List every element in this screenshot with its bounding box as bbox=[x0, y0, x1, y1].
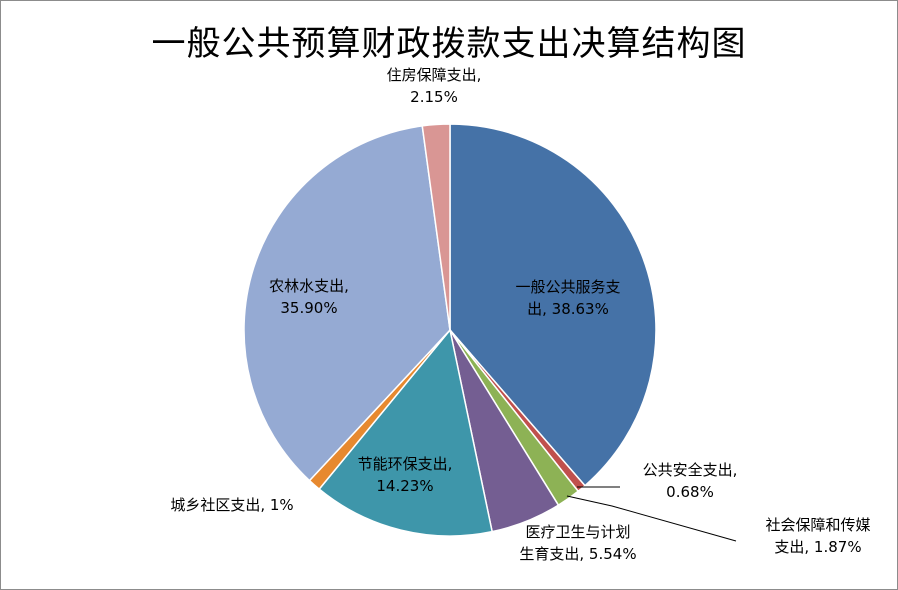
pie-slice-5 bbox=[318, 328, 494, 537]
data-label-3: 社会保障和传媒支出, 1.87% bbox=[765, 516, 870, 556]
data-label-5-line-1: 节能环保支出, bbox=[358, 455, 453, 473]
pie-slice-8 bbox=[421, 123, 451, 331]
data-label-2-line-2: 0.68% bbox=[666, 483, 714, 501]
leader-line-3 bbox=[566, 495, 737, 542]
data-label-7-line-1: 农林水支出, bbox=[269, 277, 349, 295]
data-label-6-line-1: 城乡社区支出, 1% bbox=[170, 496, 293, 514]
data-label-6: 城乡社区支出, 1% bbox=[170, 496, 293, 514]
chart-title: 一般公共预算财政拨款支出决算结构图 bbox=[151, 24, 747, 64]
data-label-2: 公共安全支出, 0.68% bbox=[643, 461, 738, 501]
pie-slices bbox=[243, 123, 657, 537]
data-label-2-line-1: 公共安全支出, bbox=[643, 461, 738, 479]
data-label-4-line-1: 医疗卫生与计划 bbox=[525, 523, 630, 541]
data-label-4-line-2: 生育支出, 5.54% bbox=[519, 545, 636, 563]
data-label-7-line-2: 35.90% bbox=[280, 299, 337, 317]
data-label-5: 节能环保支出, 14.23% bbox=[358, 455, 453, 495]
data-label-8-line-1: 住房保障支出, bbox=[387, 66, 482, 84]
data-label-3-line-2: 支出, 1.87% bbox=[774, 538, 861, 556]
pie-slice-7 bbox=[243, 125, 451, 482]
data-label-3-line-1: 社会保障和传媒 bbox=[765, 516, 870, 534]
data-label-4: 医疗卫生与计划生育支出, 5.54% bbox=[519, 523, 636, 563]
data-label-1-line-1: 一般公共服务支 bbox=[515, 278, 620, 296]
data-label-7: 农林水支出, 35.90% bbox=[269, 277, 349, 317]
data-label-1: 一般公共服务支出, 38.63% bbox=[515, 278, 620, 318]
data-label-8-line-2: 2.15% bbox=[410, 88, 458, 106]
pie-slice-1 bbox=[449, 123, 657, 487]
data-label-8: 住房保障支出, 2.15% bbox=[387, 66, 482, 106]
data-label-1-line-2: 出, 38.63% bbox=[527, 300, 609, 318]
data-label-5-line-2: 14.23% bbox=[376, 477, 433, 495]
